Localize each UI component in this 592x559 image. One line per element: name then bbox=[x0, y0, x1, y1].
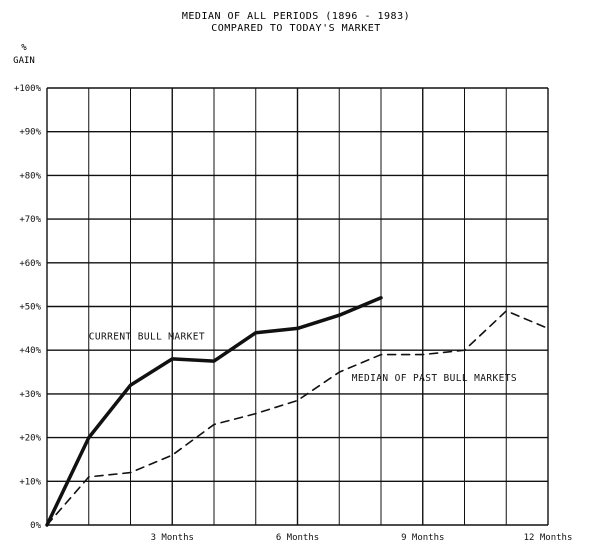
grid-layer bbox=[46, 87, 549, 526]
series-line-current bbox=[45, 296, 383, 527]
y-tick-label: +40% bbox=[19, 346, 41, 356]
tick-layer: 0% +10% +20% +30% +40% +50% +60% +70% +80% +90% +1… bbox=[14, 84, 572, 543]
x-tick-label: 9 Months bbox=[401, 533, 444, 543]
y-tick-label: +20% bbox=[19, 434, 41, 444]
y-tick-label: +10% bbox=[19, 477, 41, 487]
y-tick-label: +30% bbox=[19, 390, 41, 400]
y-tick-label: +100% bbox=[14, 84, 42, 94]
x-tick-label: 6 Months bbox=[276, 533, 319, 543]
chart-subtitle: COMPARED TO TODAY'S MARKET bbox=[211, 23, 381, 34]
y-tick-label: 0% bbox=[30, 521, 41, 531]
x-tick-label: 3 Months bbox=[151, 533, 194, 543]
y-axis-label-symbol: % bbox=[21, 43, 27, 53]
y-tick-label: +70% bbox=[19, 215, 41, 225]
y-tick-label: +50% bbox=[19, 303, 41, 313]
y-tick-label: +60% bbox=[19, 259, 41, 269]
y-axis-label: GAIN bbox=[13, 56, 35, 66]
annotation-layer: CURRENT BULL MARKET MEDIAN OF PAST BULL M… bbox=[89, 331, 517, 384]
series-annotation: MEDIAN OF PAST BULL MARKETS bbox=[352, 373, 517, 384]
y-tick-label: +80% bbox=[19, 171, 41, 181]
x-tick-label: 12 Months bbox=[524, 533, 573, 543]
y-tick-label: +90% bbox=[19, 128, 41, 138]
series-annotation: CURRENT BULL MARKET bbox=[89, 331, 205, 342]
series-line-median-past bbox=[46, 310, 549, 526]
series-layer bbox=[45, 296, 549, 527]
chart-title: MEDIAN OF ALL PERIODS (1896 - 1983) bbox=[182, 11, 410, 22]
